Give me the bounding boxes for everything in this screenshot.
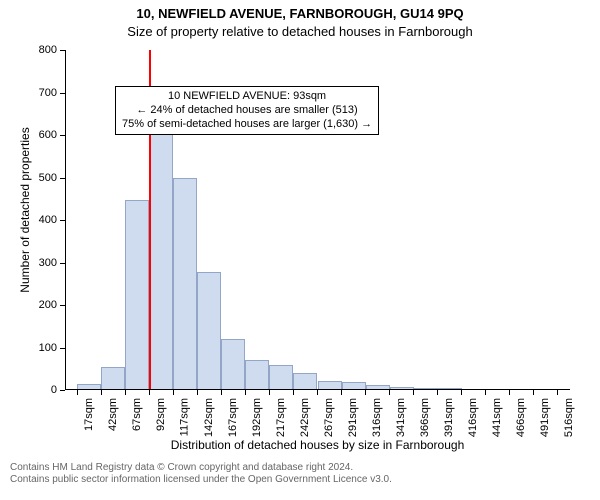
annotation-box: 10 NEWFIELD AVENUE: 93sqm ← 24% of detac… xyxy=(115,86,379,135)
y-tick-mark xyxy=(60,178,65,179)
y-tick-label: 0 xyxy=(25,384,57,396)
x-tick-mark xyxy=(221,390,222,395)
histogram-bar xyxy=(221,339,245,390)
x-axis-label-text: Distribution of detached houses by size … xyxy=(171,438,465,452)
annotation-line-1: 10 NEWFIELD AVENUE: 93sqm xyxy=(122,90,372,104)
y-tick-label: 600 xyxy=(25,129,57,141)
x-tick-mark xyxy=(101,390,102,395)
x-tick-mark xyxy=(317,390,318,395)
histogram-bar xyxy=(101,367,125,390)
y-tick-mark xyxy=(60,93,65,94)
histogram-bar xyxy=(269,365,293,391)
y-tick-mark xyxy=(60,348,65,349)
x-tick-mark xyxy=(77,390,78,395)
x-tick-label: 142sqm xyxy=(203,398,215,437)
subtitle: Size of property relative to detached ho… xyxy=(0,24,600,39)
y-tick-label: 300 xyxy=(25,257,57,269)
x-tick-mark xyxy=(245,390,246,395)
x-tick-mark xyxy=(413,390,414,395)
x-tick-label: 316sqm xyxy=(371,398,383,437)
y-tick-mark xyxy=(60,390,65,391)
x-tick-mark xyxy=(269,390,270,395)
y-tick-label: 200 xyxy=(25,299,57,311)
x-tick-mark xyxy=(437,390,438,395)
x-tick-mark xyxy=(173,390,174,395)
x-tick-mark xyxy=(197,390,198,395)
x-tick-label: 192sqm xyxy=(251,398,263,437)
x-tick-mark xyxy=(365,390,366,395)
histogram-bar xyxy=(125,200,149,390)
footer-attribution: Contains HM Land Registry data © Crown c… xyxy=(0,462,392,486)
x-tick-label: 416sqm xyxy=(467,398,479,437)
y-tick-mark xyxy=(60,135,65,136)
x-tick-label: 42sqm xyxy=(107,398,119,431)
y-tick-label: 100 xyxy=(25,342,57,354)
x-tick-label: 17sqm xyxy=(83,398,95,431)
y-tick-mark xyxy=(60,263,65,264)
y-tick-label: 800 xyxy=(25,44,57,56)
x-tick-label: 242sqm xyxy=(299,398,311,437)
supertitle: 10, NEWFIELD AVENUE, FARNBOROUGH, GU14 9… xyxy=(0,6,600,21)
y-tick-label: 400 xyxy=(25,214,57,226)
x-tick-mark xyxy=(125,390,126,395)
x-tick-label: 466sqm xyxy=(515,398,527,437)
histogram-bar xyxy=(149,127,173,391)
footer-line-1: Contains HM Land Registry data © Crown c… xyxy=(10,462,392,474)
histogram-bar xyxy=(245,360,269,390)
x-tick-mark xyxy=(509,390,510,395)
x-tick-label: 391sqm xyxy=(443,398,455,437)
x-tick-label: 167sqm xyxy=(227,398,239,437)
x-tick-label: 491sqm xyxy=(539,398,551,437)
annotation-line-2: ← 24% of detached houses are smaller (51… xyxy=(122,104,372,118)
histogram-bar xyxy=(197,272,221,390)
x-tick-mark xyxy=(341,390,342,395)
y-tick-mark xyxy=(60,50,65,51)
x-axis-label: Distribution of detached houses by size … xyxy=(65,438,570,452)
x-tick-label: 67sqm xyxy=(131,398,143,431)
histogram-bar xyxy=(173,178,197,391)
x-tick-mark xyxy=(485,390,486,395)
histogram-bar xyxy=(293,373,317,390)
x-tick-mark xyxy=(557,390,558,395)
x-tick-mark xyxy=(533,390,534,395)
y-tick-label: 700 xyxy=(25,87,57,99)
x-tick-mark xyxy=(293,390,294,395)
x-tick-mark xyxy=(149,390,150,395)
annotation-line-3: 75% of semi-detached houses are larger (… xyxy=(122,118,372,132)
x-tick-mark xyxy=(389,390,390,395)
x-tick-label: 341sqm xyxy=(395,398,407,437)
y-tick-mark xyxy=(60,220,65,221)
x-tick-label: 217sqm xyxy=(275,398,287,437)
histogram-plot: 10 NEWFIELD AVENUE: 93sqm ← 24% of detac… xyxy=(65,50,570,390)
x-tick-label: 291sqm xyxy=(347,398,359,437)
x-tick-label: 366sqm xyxy=(419,398,431,437)
x-tick-label: 117sqm xyxy=(179,398,191,436)
footer-line-2: Contains public sector information licen… xyxy=(10,474,392,486)
supertitle-text: 10, NEWFIELD AVENUE, FARNBOROUGH, GU14 9… xyxy=(136,6,463,21)
x-tick-mark xyxy=(461,390,462,395)
x-tick-label: 92sqm xyxy=(155,398,167,431)
x-tick-label: 441sqm xyxy=(491,398,503,437)
y-tick-label: 500 xyxy=(25,172,57,184)
subtitle-text: Size of property relative to detached ho… xyxy=(127,24,472,39)
y-axis-line xyxy=(65,50,66,390)
x-tick-label: 516sqm xyxy=(563,398,575,437)
y-tick-mark xyxy=(60,305,65,306)
x-tick-label: 267sqm xyxy=(323,398,335,437)
